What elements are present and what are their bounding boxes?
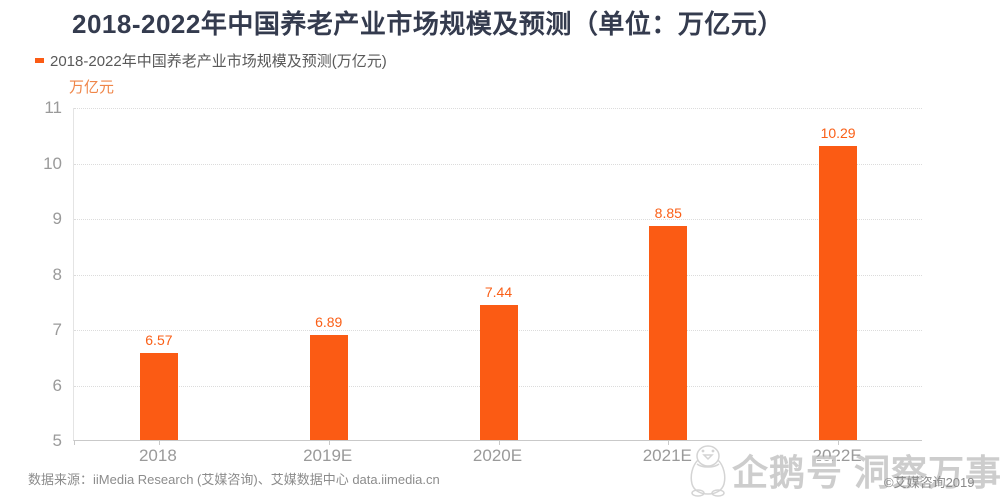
- gridline: [74, 274, 922, 276]
- y-tick-label: 6: [52, 375, 62, 395]
- source-note: 数据来源：iiMedia Research (艾媒咨询)、艾媒数据中心 data…: [28, 472, 440, 487]
- legend-label: 2018-2022年中国养老产业市场规模及预测(万亿元): [50, 53, 387, 70]
- bar-value-label: 8.85: [654, 205, 682, 222]
- legend: 2018-2022年中国养老产业市场规模及预测(万亿元): [35, 50, 387, 71]
- legend-marker-icon: [35, 58, 44, 63]
- plot-area: 6.57 6.89 7.44 8.85 10.29: [73, 108, 922, 445]
- y-axis: 5 6 7 8 9 10 11: [0, 98, 62, 450]
- copyright-note: ©艾媒咨询2019: [884, 475, 975, 490]
- bar-value-label: 7.44: [484, 283, 513, 300]
- y-tick-label: 8: [52, 264, 62, 284]
- y-tick-label: 7: [52, 320, 62, 339]
- bar-value-label: 6.89: [315, 314, 343, 331]
- bar: [649, 226, 688, 440]
- x-axis-tick: [838, 440, 840, 445]
- y-tick-label: 9: [52, 209, 62, 228]
- bar-value-label: 6.57: [145, 331, 173, 348]
- y-tick-label: 10: [43, 153, 62, 173]
- x-axis-label: 2021E: [642, 446, 692, 465]
- y-tick-label: 5: [52, 431, 62, 450]
- y-axis-unit-label: 万亿元: [69, 79, 115, 96]
- x-axis-label: 2018: [138, 446, 177, 465]
- x-axis-label: 2020E: [472, 446, 523, 465]
- y-tick-label: 11: [44, 98, 62, 117]
- x-axis-tick: [158, 440, 160, 445]
- bar: [819, 146, 858, 440]
- watermark: 企鹅号 洞察万事: [686, 438, 1000, 498]
- gridline: [74, 219, 922, 220]
- x-axis-label: 2022E: [812, 446, 862, 465]
- bar: [139, 352, 178, 440]
- bar-value-label: 10.29: [820, 125, 856, 142]
- gridline: [74, 108, 922, 109]
- page-title: 2018-2022年中国养老产业市场规模及预测（单位：万亿元）: [72, 9, 784, 39]
- bar: [309, 335, 348, 440]
- x-axis-label: 2019E: [303, 446, 353, 465]
- x-axis: 2018 2019E 2020E 2021E 2022E: [73, 446, 922, 468]
- penguin-icon: [690, 445, 726, 497]
- bar: [479, 304, 518, 440]
- gridline: [74, 163, 922, 165]
- watermark-text: 企鹅号 洞察万事: [732, 452, 1000, 493]
- x-axis-tick: [498, 440, 500, 445]
- x-axis-tick: [74, 440, 75, 445]
- x-axis-tick: [328, 440, 330, 445]
- x-axis-tick: [668, 440, 670, 445]
